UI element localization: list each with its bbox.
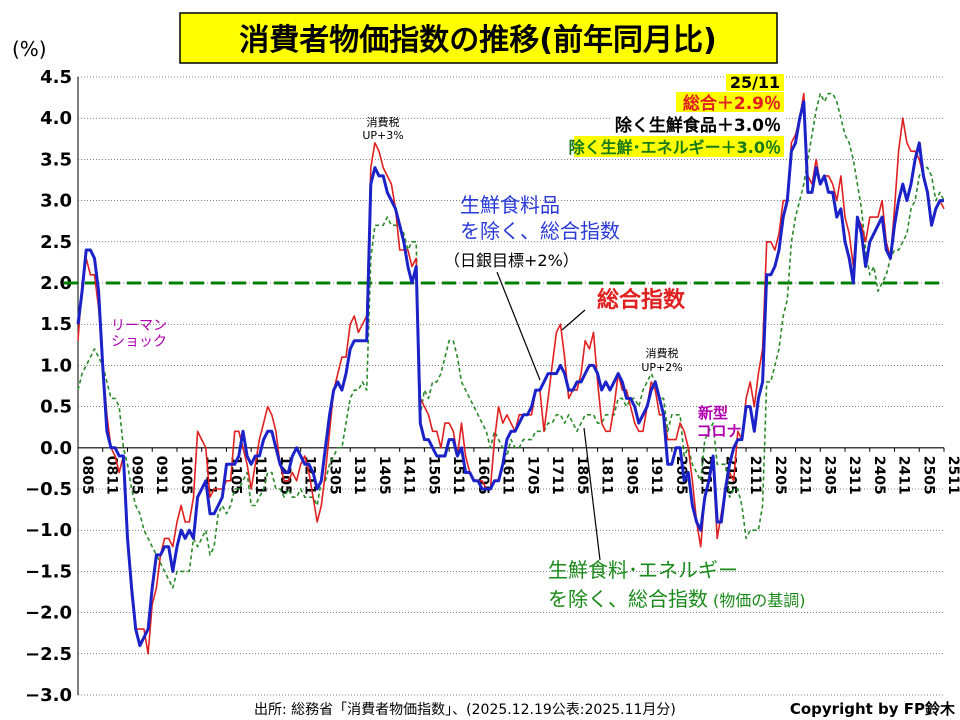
latest-total-label: 総合＋2.9％: [683, 93, 781, 114]
y-tick-label: 1.0: [40, 355, 72, 376]
lehman-line2: ショック: [111, 334, 167, 350]
series-lines: [76, 92, 945, 655]
y-tick-label: 0.5: [40, 397, 72, 418]
series-label-corecore-2: を除く、総合指数: [548, 587, 708, 611]
tax-2019-line1: 消費税: [646, 346, 679, 360]
x-tick-label: 2211: [797, 456, 813, 495]
x-tick-label: 1511: [450, 456, 466, 495]
latest-total-bg: [676, 92, 784, 112]
y-axis-label: (%): [12, 37, 47, 61]
x-tick-label: 1811: [599, 456, 615, 495]
x-tick-label: 1505: [425, 456, 441, 495]
latest-core-label: 除く生鮮食品＋3.0％: [615, 115, 781, 136]
y-tick-label: 1.5: [40, 314, 72, 335]
x-tick-label: 1705: [524, 456, 540, 495]
lehman-line1: リーマン: [111, 318, 167, 334]
y-tick-label: 4.5: [40, 67, 72, 88]
series-label-core-2: を除く、総合指数: [460, 219, 620, 243]
y-tick-label: 0.0: [40, 438, 72, 459]
title-box: [179, 12, 778, 64]
corona-line1: 新型: [698, 404, 728, 422]
y-tick-label: 3.0: [40, 191, 72, 212]
x-tick-label: 0911: [153, 456, 169, 495]
y-tick-label: −0.5: [25, 479, 72, 500]
corona-line2: コロナ: [696, 422, 741, 440]
x-tick-label: 2405: [871, 456, 887, 495]
y-tick-labels: 4.5 4.0 3.5 3.0 2.5 2.0 1.5 1.0 0.5 0.0 −0.5 −1.0 −1…: [25, 67, 72, 706]
x-tick-label: 2511: [945, 456, 960, 495]
x-tick-label: 2311: [846, 456, 862, 495]
series-label-core-3: （日銀目標+2%）: [444, 251, 579, 270]
x-tick-label: 1311: [351, 456, 367, 495]
series-label-core-1: 生鮮食料品: [460, 193, 560, 217]
series-label-corecore-2b: (物価の基調): [713, 591, 806, 610]
y-tick-label: −2.5: [25, 644, 72, 665]
latest-month-label: 25/11: [730, 73, 780, 92]
y-tick-label: 2.5: [40, 232, 72, 253]
tax-2014-line1: 消費税: [367, 115, 400, 129]
x-tick-label: 2505: [920, 456, 936, 495]
x-tick-label: 1905: [623, 456, 639, 495]
series-line-2: [77, 92, 945, 589]
x-tick-label: 1405: [376, 456, 392, 495]
x-tick-label: 1411: [401, 456, 417, 495]
latest-corecore-label: 除く生鮮･エネルギー＋3.0％: [569, 138, 781, 157]
y-tick-label: −1.5: [25, 561, 72, 582]
y-tick-label: 2.0: [40, 273, 72, 294]
tax-2019-line2: UP+2%: [641, 361, 682, 374]
y-tick-label: −3.0: [25, 685, 72, 706]
pointer-corecore: [583, 427, 601, 561]
x-tick-label: 1711: [549, 456, 565, 495]
copyright-note: Copyright by FP鈴木: [790, 700, 956, 718]
x-tick-labels: 0805 0811 0905 0911 1005 1011 1105 1111 1205 1211…: [77, 447, 960, 495]
latest-corecore-bg: [574, 136, 784, 157]
x-tick-label: 2205: [772, 456, 788, 495]
x-tick-label: 1305: [326, 456, 342, 495]
x-tick-label: 0805: [79, 456, 95, 495]
series-label-corecore-1: 生鮮食料･エネルギー: [548, 558, 738, 582]
x-tick-label: 1111: [252, 456, 268, 495]
x-tick-label: 1005: [178, 456, 194, 495]
x-tick-label: 1805: [574, 456, 590, 495]
x-tick-label: 2411: [896, 456, 912, 495]
pointer-total: [561, 309, 586, 331]
latest-core-bg: [612, 114, 784, 135]
x-tick-label: 2305: [821, 456, 837, 495]
chart-title: 消費者物価指数の推移(前年同月比): [239, 23, 716, 58]
x-tick-label: 2111: [747, 456, 763, 495]
source-note: 出所: 総務省「消費者物価指数」、(2025.12.19公表:2025.11月分…: [254, 702, 676, 718]
x-tick-label: 1911: [648, 456, 664, 495]
series-label-total: 総合指数: [597, 287, 686, 313]
y-tick-label: 4.0: [40, 108, 72, 129]
pointer-core: [496, 271, 541, 381]
y-tick-label: −1.0: [25, 520, 72, 541]
series-line-1: [76, 100, 944, 648]
tax-2014-line2: UP+3%: [362, 129, 403, 142]
x-tick-label: 0905: [128, 456, 144, 495]
x-tick-label: 2005: [673, 456, 689, 495]
y-tick-label: −2.0: [25, 603, 72, 624]
y-tick-label: 3.5: [40, 149, 72, 170]
latest-month-bg: [726, 74, 784, 91]
x-tick-label: 0811: [104, 456, 120, 495]
